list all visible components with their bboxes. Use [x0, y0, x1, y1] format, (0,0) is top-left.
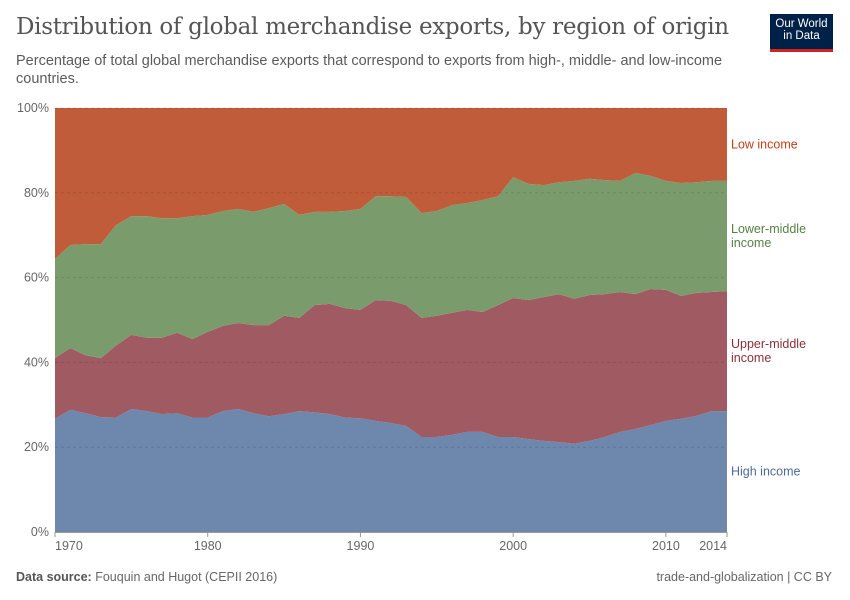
- series-label-3: Low income: [731, 137, 798, 151]
- area-upper-middle-income: [55, 289, 727, 444]
- owid-logo[interactable]: Our World in Data: [770, 14, 833, 52]
- x-tick-label: 1990: [347, 539, 375, 553]
- logo-line-1: Our World: [775, 18, 828, 30]
- logo-line-2: in Data: [783, 30, 820, 42]
- y-tick-label: 100%: [17, 101, 49, 115]
- y-tick-label: 0%: [31, 525, 49, 539]
- area-high-income: [55, 409, 727, 532]
- series-label-1: Upper-middle income: [731, 337, 806, 365]
- chart-subtitle: Percentage of total global merchandise e…: [16, 53, 723, 87]
- area-low-income: [55, 108, 727, 259]
- data-source: Data source: Fouquin and Hugot (CEPII 20…: [16, 570, 277, 584]
- y-tick-label: 60%: [24, 271, 49, 285]
- chart-title: Distribution of global merchandise expor…: [16, 14, 729, 40]
- y-tick-label: 80%: [24, 186, 49, 200]
- series-label-0: High income: [731, 465, 801, 479]
- x-tick-label: 1970: [55, 539, 83, 553]
- x-tick-label: 2000: [499, 539, 527, 553]
- x-tick-label: 2010: [652, 539, 680, 553]
- area-lower-middle-income: [55, 172, 727, 359]
- y-tick-label: 20%: [24, 440, 49, 454]
- data-source-text[interactable]: Fouquin and Hugot (CEPII 2016): [95, 570, 278, 584]
- x-tick-label: 1980: [194, 539, 222, 553]
- footer-license[interactable]: trade-and-globalization | CC BY: [656, 570, 832, 584]
- y-tick-label: 40%: [24, 355, 49, 369]
- x-tick-label: 2014: [699, 539, 727, 553]
- data-source-label: Data source:: [16, 570, 92, 584]
- series-label-2: Lower-middle income: [731, 222, 806, 250]
